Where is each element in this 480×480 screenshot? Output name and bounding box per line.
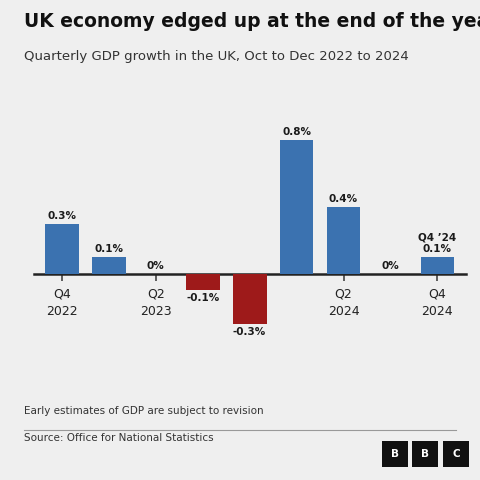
Text: 0.3%: 0.3%: [47, 211, 76, 221]
Text: -0.3%: -0.3%: [233, 327, 266, 337]
Bar: [420, 257, 455, 274]
Text: Early estimates of GDP are subject to revision: Early estimates of GDP are subject to re…: [24, 406, 264, 416]
Text: -0.1%: -0.1%: [186, 293, 219, 303]
Text: 0%: 0%: [147, 261, 165, 271]
Text: Quarterly GDP growth in the UK, Oct to Dec 2022 to 2024: Quarterly GDP growth in the UK, Oct to D…: [24, 50, 409, 63]
Text: Source: Office for National Statistics: Source: Office for National Statistics: [24, 433, 214, 443]
Text: B: B: [421, 449, 429, 458]
Bar: [280, 140, 313, 274]
Bar: [186, 274, 219, 290]
Bar: [233, 274, 266, 324]
Text: C: C: [452, 449, 460, 458]
Bar: [92, 257, 126, 274]
Text: UK economy edged up at the end of the year: UK economy edged up at the end of the ye…: [24, 12, 480, 31]
Text: 0%: 0%: [382, 261, 399, 271]
Bar: [45, 224, 79, 274]
Text: B: B: [391, 449, 398, 458]
Text: 0.1%: 0.1%: [94, 244, 123, 254]
Text: Q4 ’24
0.1%: Q4 ’24 0.1%: [418, 232, 456, 254]
Text: 0.4%: 0.4%: [329, 194, 358, 204]
Bar: [326, 207, 360, 274]
Text: 0.8%: 0.8%: [282, 127, 311, 137]
